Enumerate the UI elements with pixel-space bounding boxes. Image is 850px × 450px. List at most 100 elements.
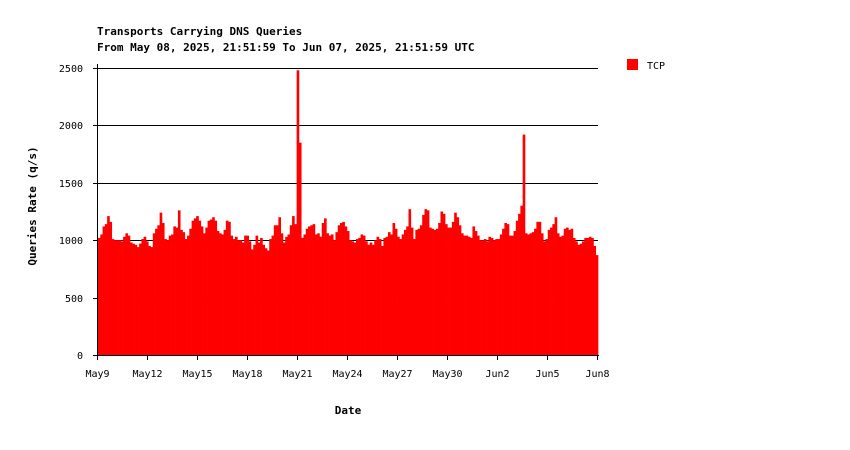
bar [129,242,133,355]
chart-title: Transports Carrying DNS Queries [97,25,303,38]
bar [431,228,434,355]
y-tick-label: 0 [77,351,83,362]
bar [499,234,503,355]
bar [280,233,284,355]
bar [506,224,510,355]
x-tick-label: May18 [232,369,262,380]
bar [488,236,492,355]
bar [207,220,211,355]
bar [150,247,154,355]
bar [563,228,567,355]
x-tick-label: May15 [182,369,212,380]
bar [417,228,421,355]
bar [157,225,160,355]
bar [303,234,307,355]
bar [223,229,227,355]
x-tick-label: Jun8 [585,369,609,380]
bar [337,225,341,355]
bar [175,227,179,355]
bar [189,228,192,355]
bar [276,225,279,355]
bar [447,227,450,355]
bar [308,226,311,355]
bar [296,70,300,356]
bar [520,205,523,355]
bar [403,229,407,355]
bar [118,240,122,355]
bar [582,241,585,355]
y-axis-label: Queries Rate (q/s) [26,146,39,265]
bar [429,227,432,355]
bar [246,235,250,355]
legend: TCP [627,59,665,72]
bar [257,242,261,355]
bar [584,237,587,355]
bar [401,234,405,355]
bar [529,233,533,355]
bar [440,211,444,355]
bar [143,236,147,355]
bar [282,242,286,355]
bar [127,235,131,355]
bar [463,235,466,355]
bar [225,220,229,355]
bar [538,221,542,355]
bar [540,233,544,355]
bar [410,227,414,355]
x-tick-label: May21 [282,369,312,380]
bar [387,232,391,355]
bar [244,235,247,355]
axes [93,64,599,360]
bar [543,241,546,355]
bar [385,236,389,355]
bar [294,224,297,355]
bar [591,237,594,355]
bar [216,231,220,355]
bar [234,236,238,355]
bar [116,240,119,355]
bar [330,234,334,355]
bar [351,241,355,355]
bar [502,228,505,355]
bar [399,239,402,355]
bar [187,235,190,355]
bar [552,224,555,355]
y-tick-label: 2000 [59,121,83,132]
bar [438,222,441,355]
bar [271,235,275,355]
y-tick-label: 1000 [59,236,83,247]
bar [547,229,551,355]
x-tick-label: May12 [132,369,162,380]
bar [495,239,498,355]
legend-label-tcp: TCP [647,61,665,72]
bar [120,241,124,355]
bar [298,142,302,355]
bar [340,222,343,355]
bar [433,229,437,355]
bar [209,219,213,355]
bar [490,237,494,355]
bar [161,222,165,355]
bar [365,241,368,355]
bar [586,237,590,355]
bar [534,228,537,355]
bar [426,210,430,355]
bar [406,226,409,355]
bar [477,235,480,355]
bar [595,255,599,355]
bar [132,243,135,355]
bar [203,233,206,355]
bar [508,235,512,355]
bar [237,240,240,355]
bar [253,244,256,355]
bar [321,222,325,355]
bar [358,237,361,355]
bar [479,240,482,355]
bar [182,232,186,355]
bar [155,228,158,355]
bar [109,221,113,355]
bar [239,240,243,355]
bar [191,220,195,355]
bar [355,239,359,355]
